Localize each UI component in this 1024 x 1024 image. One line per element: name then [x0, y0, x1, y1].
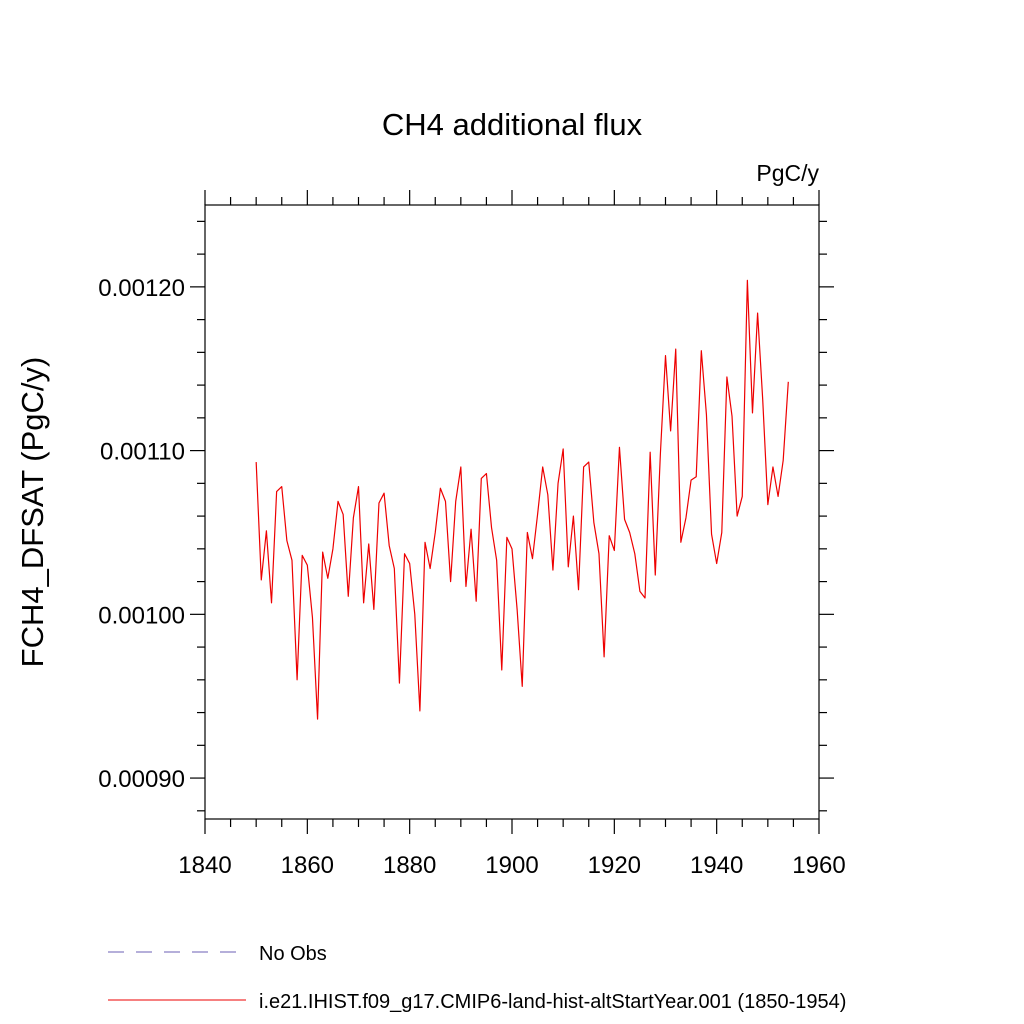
y-tick-label: 0.00110: [100, 439, 185, 466]
y-ticks: 0.00090 0.00100 0.00110 0.00120: [98, 220, 834, 812]
y-tick-label: 0.00090: [98, 766, 185, 793]
series-layer: [255, 279, 789, 720]
x-tick-label: 1900: [485, 852, 538, 879]
series-line: [255, 279, 789, 720]
x-tick-label: 1880: [383, 852, 436, 879]
plot-frame: [204, 204, 820, 820]
x-tick-label: 1860: [281, 852, 334, 879]
x-tick-label: 1940: [690, 852, 743, 879]
legend-label: i.e21.IHIST.f09_g17.CMIP6-land-hist-altS…: [259, 991, 846, 1013]
y-axis-label: FCH4_DFSAT (PgC/y): [15, 357, 50, 668]
x-tick-label: 1920: [588, 852, 641, 879]
legend: No Obs i.e21.IHIST.f09_g17.CMIP6-land-his…: [108, 943, 846, 1013]
y-tick-label: 0.00100: [98, 602, 185, 629]
x-tick-label: 1840: [178, 852, 231, 879]
x-tick-label: 1960: [792, 852, 845, 879]
legend-label: No Obs: [259, 943, 327, 965]
x-ticks: 1840 1860 1880 1900 1920 1940 1960: [178, 190, 846, 879]
units-label: PgC/y: [756, 160, 819, 186]
chart-title: CH4 additional flux: [382, 107, 643, 142]
y-tick-label: 0.00120: [98, 275, 185, 302]
